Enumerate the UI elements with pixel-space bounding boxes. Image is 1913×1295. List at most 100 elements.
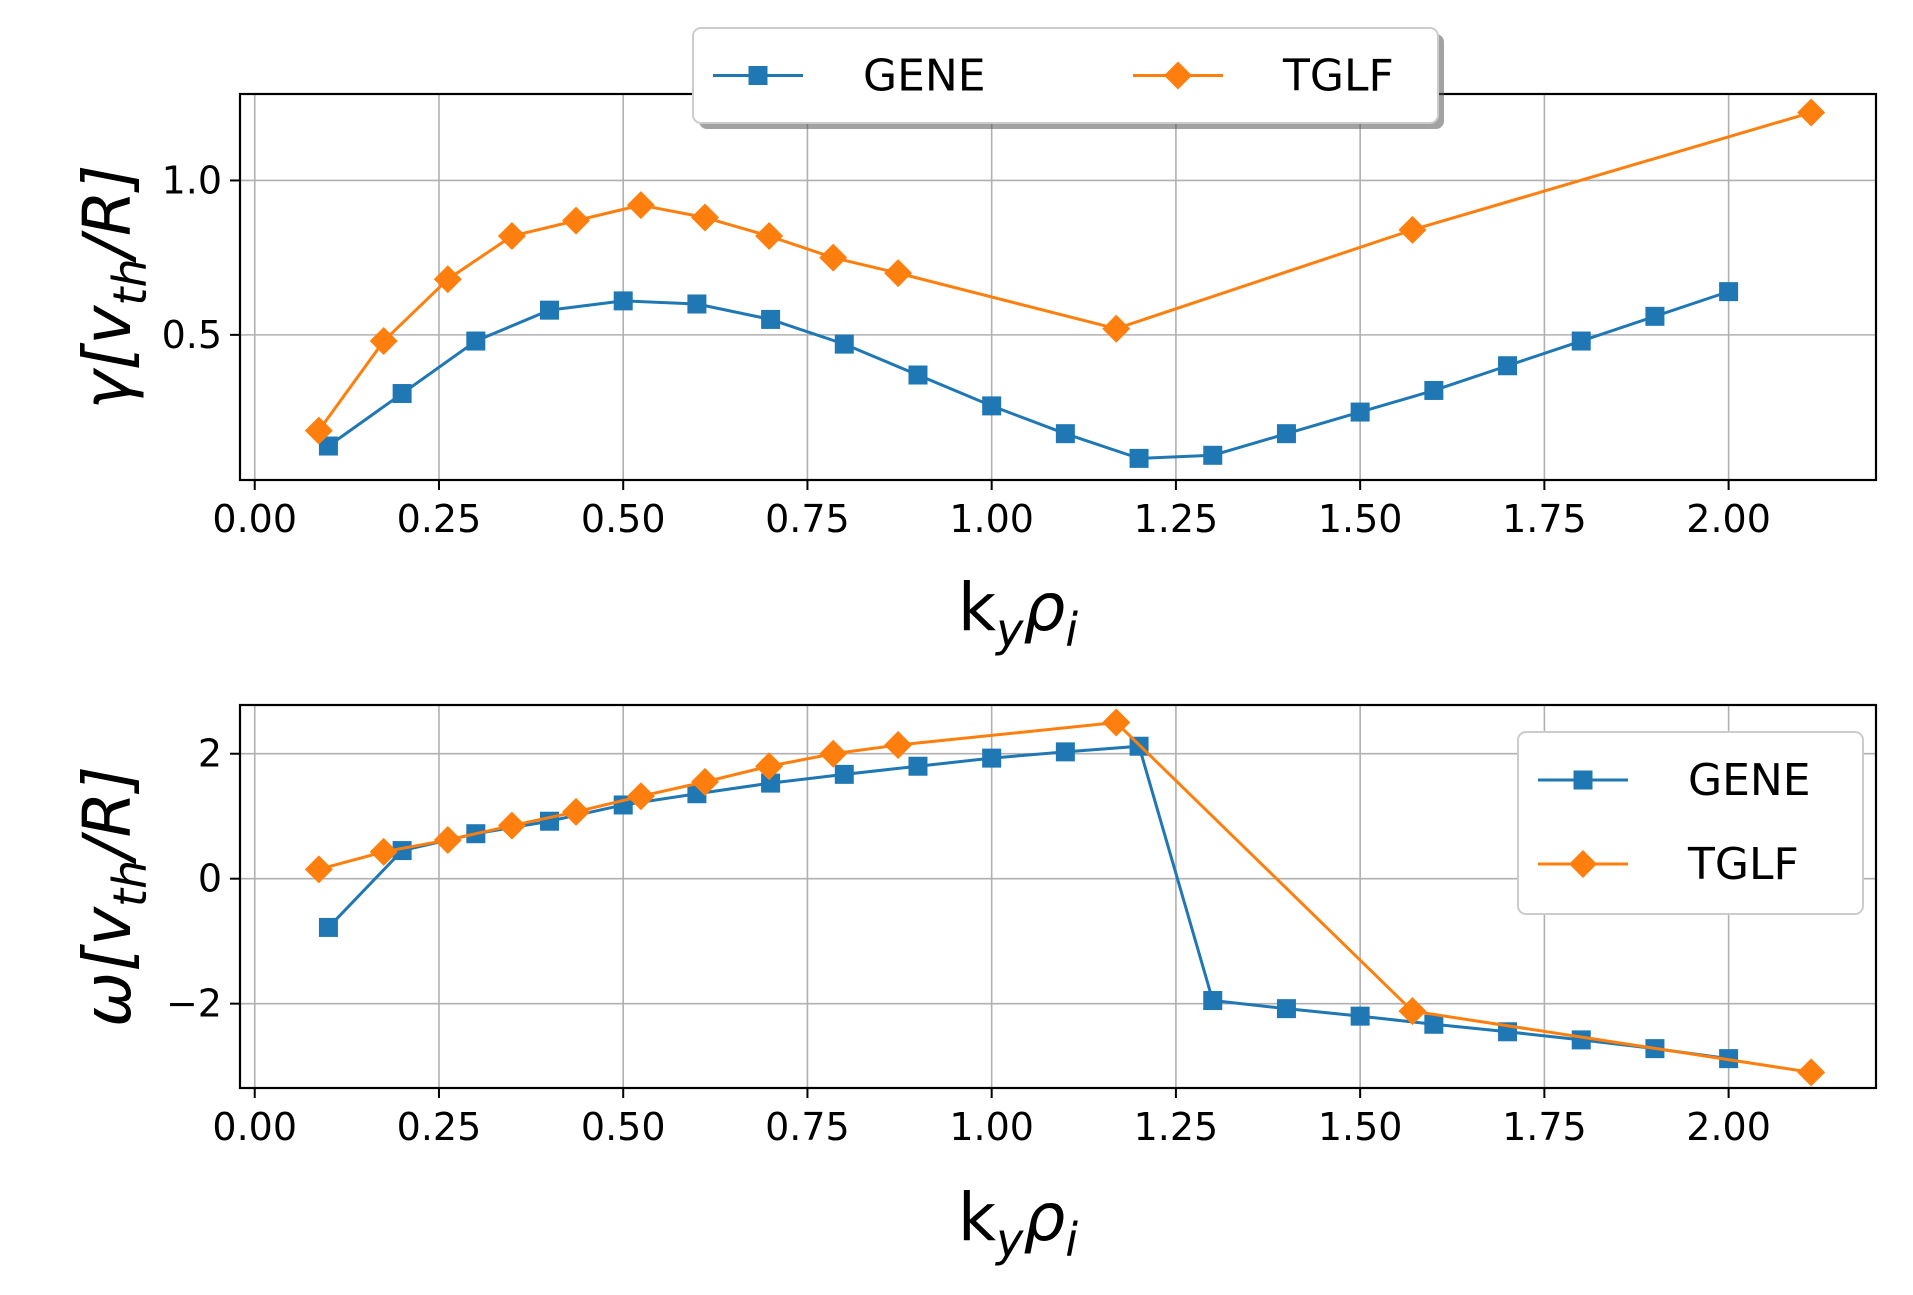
tglf-point	[1797, 1058, 1826, 1087]
top-panel: 0.00 0.25 0.50 0.75 1.00 1.25 1.50 1.75 2.00 0.5 1…	[69, 27, 1878, 657]
y-tick-label: 2	[198, 732, 222, 776]
legend-label: TGLF	[1687, 839, 1799, 890]
gene-point	[1203, 991, 1223, 1011]
gene-point	[392, 841, 412, 861]
y-tick-label: 0	[198, 857, 222, 901]
x-tick-label: 1.25	[1134, 497, 1219, 541]
gene-point	[834, 334, 854, 354]
x-tick-label: 1.50	[1318, 497, 1403, 541]
legend-label: GENE	[863, 51, 986, 102]
tglf-point	[562, 797, 591, 826]
tglf-point	[369, 327, 398, 356]
gene-point	[1645, 306, 1665, 326]
tglf-point	[755, 222, 784, 251]
x-tick-label: 1.00	[949, 1105, 1034, 1149]
gene-line	[327, 744, 1729, 1061]
gene-point	[1719, 282, 1739, 302]
gene-point	[1350, 402, 1370, 422]
x-tick-label: 1.25	[1134, 1105, 1219, 1149]
tglf-point	[1102, 708, 1131, 737]
x-tick-label: 2.00	[1686, 1105, 1771, 1149]
gene-point	[687, 294, 707, 314]
gene-point	[982, 748, 1002, 768]
y-axis-title: γ[vth/R]	[69, 165, 157, 410]
gene-point	[1571, 1030, 1591, 1050]
x-tick-label: 1.50	[1318, 1105, 1403, 1149]
tglf-point	[304, 855, 333, 884]
gene-point	[466, 331, 486, 351]
top-series-tglf	[304, 98, 1826, 445]
tglf-point	[562, 206, 591, 235]
tglf-point	[433, 265, 462, 294]
bottom-axes-frame	[238, 703, 1878, 1090]
gene-point	[1276, 999, 1296, 1019]
gene-point	[908, 756, 928, 776]
tglf-point	[884, 730, 913, 759]
gene-point	[1055, 742, 1075, 762]
y-axis-title: ω[vth/R]	[69, 766, 157, 1027]
tglf-point	[819, 739, 848, 768]
gene-point	[613, 291, 633, 311]
legend-marker	[1569, 850, 1597, 878]
gene-point	[1424, 380, 1444, 400]
y-tick-label: 1.0	[162, 158, 222, 202]
gene-point	[1424, 1014, 1444, 1034]
gene-point	[761, 773, 781, 793]
legend-label: TGLF	[1282, 51, 1394, 102]
tglf-point	[304, 416, 333, 445]
legend-box	[1517, 731, 1864, 915]
bottom-series-tglf	[304, 708, 1826, 1087]
gene-point	[834, 764, 854, 784]
tglf-point	[497, 222, 526, 251]
y-tick-label: −2	[166, 982, 222, 1026]
legend-entry-tglf: TGLF	[1133, 51, 1394, 102]
x-tick-label: 0.00	[212, 1105, 297, 1149]
tglf-point	[626, 191, 655, 220]
legend-box	[692, 27, 1439, 124]
tglf-point	[497, 811, 526, 840]
legend-marker	[1164, 61, 1192, 90]
tglf-point	[884, 259, 913, 288]
legend-marker	[1573, 770, 1593, 790]
x-tick-label: 0.75	[765, 1105, 850, 1149]
legend-label: GENE	[1688, 755, 1811, 806]
x-tick-label: 0.25	[397, 1105, 482, 1149]
x-axis-title: kyρi	[958, 1179, 1078, 1267]
tglf-line	[317, 111, 1812, 432]
tglf-point	[1102, 314, 1131, 343]
x-tick-label: 1.75	[1502, 1105, 1587, 1149]
legend-marker	[748, 66, 768, 85]
bottom-series-gene	[318, 736, 1739, 1069]
gene-point	[318, 917, 338, 937]
gene-point	[761, 309, 781, 329]
tglf-point	[369, 837, 398, 866]
gene-point	[318, 436, 338, 456]
gene-point	[1498, 356, 1518, 376]
gene-point	[540, 300, 560, 320]
legend-entry-gene: GENE	[713, 51, 986, 102]
bottom-legend: GENE TGLF	[1517, 731, 1864, 915]
tglf-point	[626, 782, 655, 811]
x-tick-label: 2.00	[1686, 497, 1771, 541]
gene-point	[982, 396, 1002, 416]
legend-entry-tglf: TGLF	[1538, 839, 1799, 890]
gene-point	[1571, 331, 1591, 351]
tglf-point	[1398, 997, 1427, 1026]
gene-point	[1276, 424, 1296, 444]
x-tick-label: 0.00	[212, 497, 297, 541]
tglf-point	[819, 243, 848, 272]
x-tick-label: 0.75	[765, 497, 850, 541]
gene-point	[392, 384, 412, 404]
top-grid	[240, 94, 1876, 480]
top-axes-frame	[238, 92, 1878, 482]
y-tick-label: 0.5	[162, 313, 222, 357]
tglf-point	[1398, 215, 1427, 244]
x-tick-label: 1.75	[1502, 497, 1587, 541]
x-tick-label: 0.25	[397, 497, 482, 541]
gene-point	[1129, 448, 1149, 468]
tglf-point	[691, 203, 720, 232]
x-tick-label: 0.50	[581, 497, 666, 541]
gene-line	[327, 290, 1730, 460]
tglf-point	[1797, 98, 1826, 127]
